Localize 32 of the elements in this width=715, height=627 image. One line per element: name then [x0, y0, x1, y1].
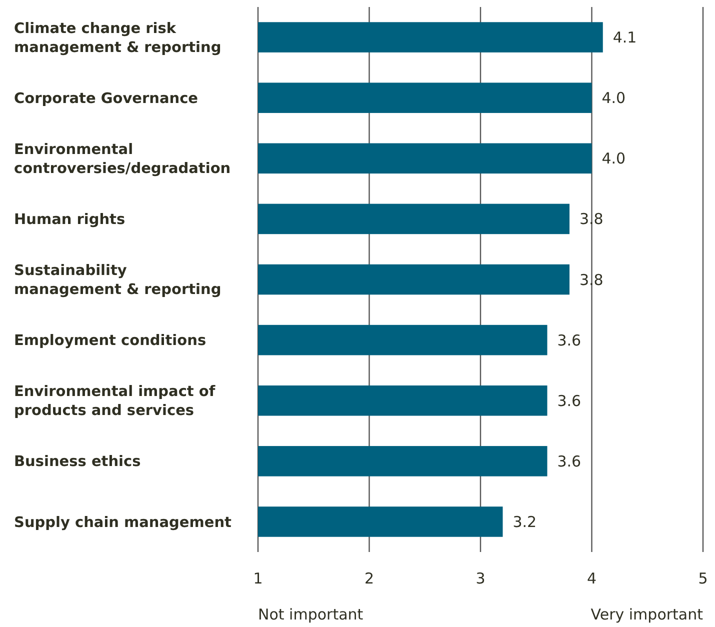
x-tick-label: 5	[698, 569, 708, 588]
y-tick-label: Business ethics	[14, 454, 141, 470]
data-label: 4.0	[602, 150, 626, 168]
data-label: 4.0	[602, 89, 626, 108]
text: Not important	[258, 605, 364, 624]
bar	[258, 143, 592, 174]
data-label: 4.1	[612, 28, 637, 47]
bar	[258, 446, 548, 476]
y-tick-label: Corporate Governance	[14, 90, 198, 107]
y-tick-label: Environmental impact of products and services	[14, 384, 216, 420]
y-tick-label: Sustainability management & reporting	[14, 263, 222, 298]
x-tick-label: 2	[364, 569, 374, 588]
bar	[258, 506, 503, 537]
bar	[258, 324, 548, 356]
x-tick-label: 3	[476, 569, 486, 588]
data-label: 3.2	[512, 512, 537, 531]
y-tick-label: Climate change risk management & reporting	[14, 20, 222, 56]
data-label: 3.6	[557, 392, 582, 410]
y-tick-label: Human rights	[14, 212, 126, 228]
x-tick-label: 4	[586, 569, 597, 588]
y-tick-label: Environmental controversies/degradation	[14, 142, 231, 177]
bar	[258, 385, 548, 416]
y-tick-label: Employment conditions	[14, 333, 206, 350]
data-label: 3.6	[557, 331, 582, 350]
data-label: 3.6	[557, 452, 582, 470]
bar	[258, 22, 603, 52]
bar	[258, 264, 570, 295]
bar	[258, 204, 570, 234]
y-tick-label: Supply chain management	[14, 514, 232, 531]
x-tick-label: 1	[253, 569, 263, 588]
text: Very important	[590, 605, 704, 624]
bar	[258, 82, 592, 113]
